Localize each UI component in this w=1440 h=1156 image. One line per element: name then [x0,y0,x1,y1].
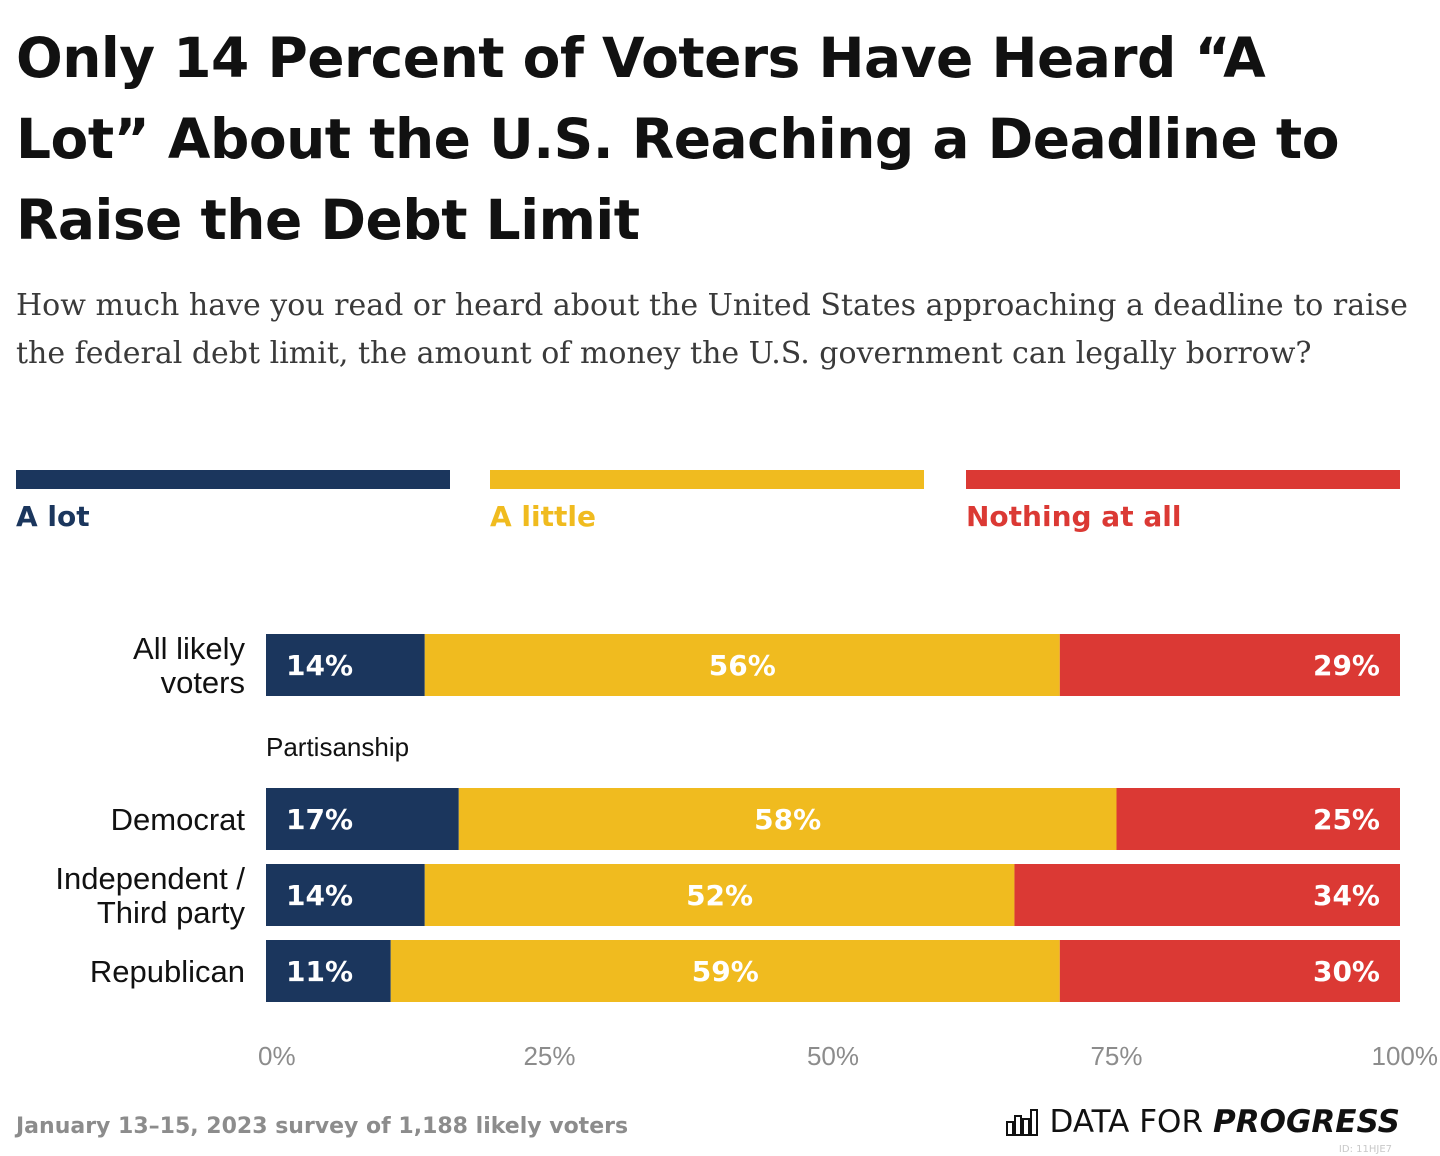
x-tick-label-25: 25% [523,1041,575,1071]
bar-chart-logo-icon [1005,1109,1038,1136]
chart-title: Only 14 Percent of Voters Have Heard “A … [16,26,1339,252]
bar-segment-republican-a-lot [266,940,391,1002]
value-label-republican-a-lot: 11% [286,955,353,988]
legend-label-a-little: A little [490,500,596,533]
value-label-republican-nothing-at-all: 30% [1313,955,1380,988]
legend-swatch-a-little [490,470,924,489]
value-label-democrat-a-lot: 17% [286,803,353,836]
bar-segment-democrat-nothing-at-all [1116,788,1400,850]
legend-swatch-nothing-at-all [966,470,1400,489]
bar-segment-all-likely-voters-a-lot [266,634,425,696]
survey-note: January 13–15, 2023 survey of 1,188 like… [16,1114,629,1139]
bar-segment-independent-third-party-a-lot [266,864,425,926]
value-label-independent-third-party-a-lot: 14% [286,879,353,912]
chart-subtitle: How much have you read or heard about th… [16,288,1408,371]
chart-id: ID: 11HJE7 [1338,1144,1392,1155]
category-label-independent-third-party-line-1: Independent / [55,861,245,896]
bar-segment-independent-third-party-nothing-at-all [1014,864,1400,926]
x-tick-label-50: 50% [807,1041,859,1071]
bar-segment-all-likely-voters-a-little [424,634,1060,696]
x-tick-label-100: 100% [1372,1041,1439,1071]
x-tick-label-0: 0% [258,1041,296,1071]
bar-segment-republican-nothing-at-all [1059,940,1400,1002]
value-label-democrat-a-little: 58% [754,803,821,836]
bar-segment-all-likely-voters-nothing-at-all [1059,634,1400,696]
bar-segment-independent-third-party-a-little [424,864,1015,926]
brand-logo: DATA FOR PROGRESS [1005,1104,1400,1140]
bar-segment-democrat-a-lot [266,788,459,850]
value-label-all-likely-voters-nothing-at-all: 29% [1313,649,1380,682]
x-tick-label-75: 75% [1090,1041,1142,1071]
legend-item-a-little: A little [490,470,924,535]
value-label-all-likely-voters-a-lot: 14% [286,649,353,682]
legend-label-a-lot: A lot [16,500,90,533]
category-label-republican: Republican [90,954,245,989]
category-label-independent-third-party-line-2: Third party [97,895,246,930]
category-label-all-likely-voters-line-2: voters [161,665,245,700]
value-label-democrat-nothing-at-all: 25% [1313,803,1380,836]
legend-swatch-a-lot [16,470,450,489]
category-label-democrat: Democrat [111,802,246,837]
legend-item-nothing-at-all: Nothing at all [966,470,1400,535]
value-label-independent-third-party-nothing-at-all: 34% [1313,879,1380,912]
brand-strong: PROGRESS [1213,1104,1400,1140]
bar-segment-democrat-a-little [458,788,1117,850]
category-label-all-likely-voters-line-1: All likely [133,631,245,666]
bar-segment-republican-a-little [390,940,1060,1002]
legend-item-a-lot: A lot [16,470,450,535]
value-label-republican-a-little: 59% [692,955,759,988]
value-label-independent-third-party-a-little: 52% [686,879,753,912]
legend: A lot A little Nothing at all [16,470,1400,540]
group-header-partisanship: Partisanship [266,732,409,762]
value-label-all-likely-voters-a-little: 56% [709,649,776,682]
brand-prefix: DATA FOR [1049,1104,1204,1140]
legend-label-nothing-at-all: Nothing at all [966,500,1182,533]
